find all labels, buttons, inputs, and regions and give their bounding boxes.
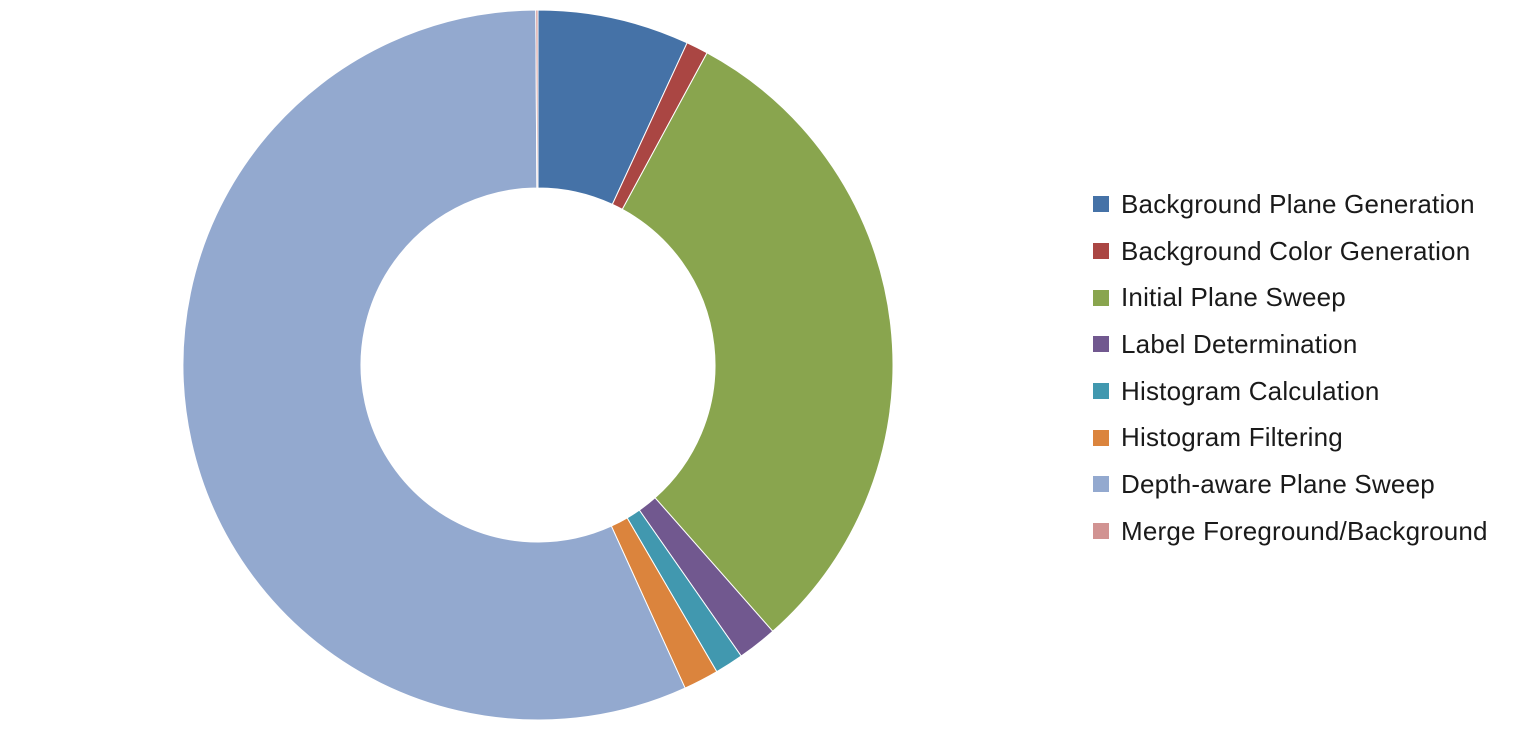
legend-swatch xyxy=(1093,476,1109,493)
legend-swatch xyxy=(1093,336,1109,353)
legend-label: Merge Foreground/Background xyxy=(1121,515,1488,546)
legend-swatch xyxy=(1093,383,1109,400)
legend-swatch xyxy=(1093,289,1109,306)
legend-swatch xyxy=(1093,429,1109,446)
donut-slice-8 xyxy=(535,9,539,189)
legend-label: Histogram Calculation xyxy=(1121,375,1380,406)
legend-label: Depth-aware Plane Sweep xyxy=(1121,468,1435,499)
legend-item: Background Plane Generation xyxy=(1093,181,1488,228)
donut-slice-7 xyxy=(182,9,686,721)
legend-swatch xyxy=(1093,243,1109,260)
legend-item: Depth-aware Plane Sweep xyxy=(1093,461,1488,508)
legend-item: Initial Plane Sweep xyxy=(1093,274,1488,321)
legend-label: Initial Plane Sweep xyxy=(1121,282,1346,313)
donut-slice-3 xyxy=(621,52,894,632)
legend-swatch xyxy=(1093,196,1109,213)
legend-item: Merge Foreground/Background xyxy=(1093,508,1488,555)
donut-slices xyxy=(182,9,894,721)
legend-label: Label Determination xyxy=(1121,328,1358,359)
legend-item: Histogram Calculation xyxy=(1093,368,1488,415)
legend-item: Histogram Filtering xyxy=(1093,414,1488,461)
legend-label: Histogram Filtering xyxy=(1121,422,1343,453)
legend-label: Background Plane Generation xyxy=(1121,188,1475,219)
legend-item: Label Determination xyxy=(1093,321,1488,368)
legend-swatch xyxy=(1093,523,1109,540)
legend: Background Plane Generation Background C… xyxy=(1093,181,1488,555)
legend-item: Background Color Generation xyxy=(1093,228,1488,275)
legend-label: Background Color Generation xyxy=(1121,235,1471,266)
